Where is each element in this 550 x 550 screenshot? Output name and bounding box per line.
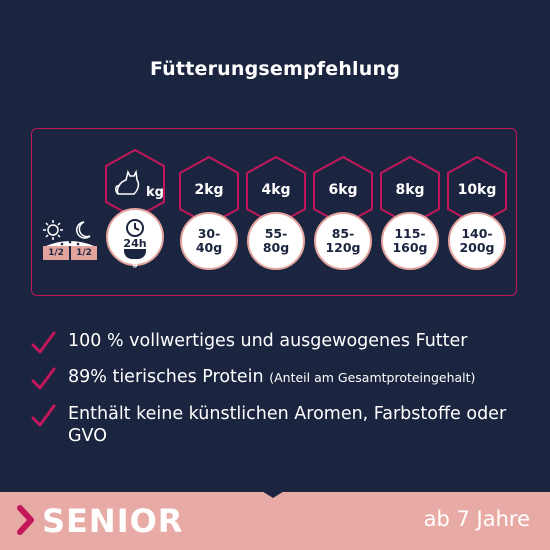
benefit-text: 100 % vollwertiges und ausgewogenes Futt… bbox=[68, 331, 468, 351]
amount-circle: 30- 40g bbox=[180, 212, 238, 270]
feeding-table bbox=[31, 128, 517, 296]
page-title: Fütterungsempfehlung bbox=[149, 58, 401, 80]
amount-circle: 85- 120g bbox=[314, 212, 372, 270]
benefit-list: 100 % vollwertiges und ausgewogenes Futt… bbox=[30, 330, 530, 461]
weight-label: 2kg bbox=[194, 182, 224, 198]
portion-morning: 1/2 bbox=[43, 246, 69, 260]
benefit-text: 89% tierisches Protein bbox=[68, 367, 264, 387]
unit-label: kg bbox=[146, 185, 164, 200]
cat-icon bbox=[115, 169, 140, 195]
gram-label: g bbox=[132, 258, 138, 268]
footer-notch bbox=[257, 488, 289, 498]
check-icon bbox=[31, 331, 56, 354]
daily-ration-icon: 24h g bbox=[106, 208, 164, 268]
amount-circle: 140- 200g bbox=[448, 212, 506, 270]
sun-icon bbox=[43, 220, 63, 240]
day-night-icon bbox=[43, 220, 94, 246]
clock-icon bbox=[126, 218, 144, 237]
footer-bar bbox=[0, 492, 550, 550]
chevron-right-icon bbox=[17, 505, 34, 535]
amount-circle: 55- 80g bbox=[247, 212, 305, 270]
weight-label: 10kg bbox=[457, 182, 497, 198]
bowl-icon: g bbox=[124, 248, 146, 268]
benefit-text: Enthält keine künstlichen Aromen, Farbst… bbox=[68, 404, 507, 446]
check-icon bbox=[31, 404, 56, 427]
list-item: 100 % vollwertiges und ausgewogenes Futt… bbox=[30, 330, 530, 354]
list-item: 89% tierisches Protein (Anteil am Gesamt… bbox=[30, 366, 530, 390]
check-icon bbox=[31, 367, 56, 390]
moon-icon bbox=[76, 221, 91, 239]
benefit-note: (Anteil am Gesamtproteingehalt) bbox=[269, 370, 476, 385]
amount-circle: 115- 160g bbox=[381, 212, 439, 270]
category-label: SENIOR bbox=[42, 502, 184, 540]
weight-label: 6kg bbox=[328, 182, 358, 198]
list-item: Enthält keine künstlichen Aromen, Farbst… bbox=[30, 403, 530, 447]
age-label: ab 7 Jahre bbox=[423, 507, 530, 531]
portion-evening: 1/2 bbox=[71, 246, 97, 260]
weight-label: 4kg bbox=[261, 182, 291, 198]
weight-label: 8kg bbox=[395, 182, 425, 198]
daily-label: 24h bbox=[123, 236, 147, 250]
